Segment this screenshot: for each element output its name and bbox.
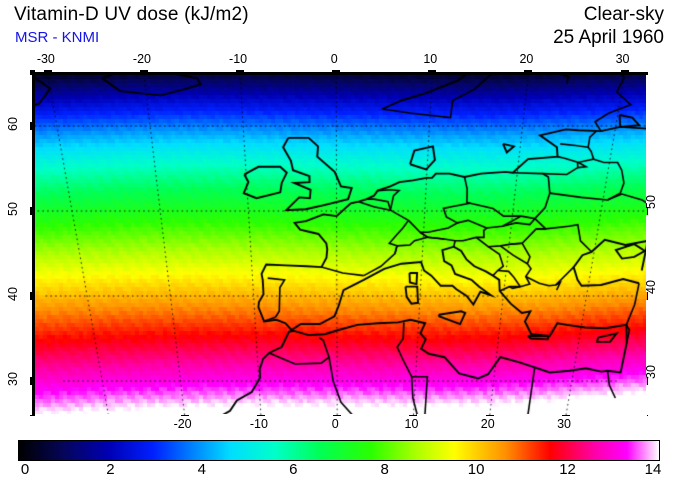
axis-tick-left-0: 60 xyxy=(5,117,20,131)
axis-tick-bottom-4: 20 xyxy=(480,417,495,431)
frame-tick-segment xyxy=(29,75,32,122)
frame-tick-segment xyxy=(628,69,678,72)
frame-tick-segment xyxy=(147,69,237,72)
date-label: 25 April 1960 xyxy=(553,27,664,48)
colorbar-tick-4: 8 xyxy=(380,461,389,478)
frame-tick-segment xyxy=(29,300,32,377)
axis-tick-right-0: 50 xyxy=(644,195,658,209)
frame-tick-segment xyxy=(436,69,525,72)
frame-tick-segment xyxy=(29,130,32,207)
frame-tick-segment xyxy=(341,414,410,417)
frame-tick-segment xyxy=(264,414,334,417)
axis-tick-left-2: 40 xyxy=(5,287,20,301)
axis-tick-bottom-1: -10 xyxy=(249,417,268,431)
map-plot-frame xyxy=(29,69,678,417)
axis-tick-right-1: 40 xyxy=(644,280,658,294)
frame-tick-segment xyxy=(29,385,32,415)
axis-tick-bottom-2: 0 xyxy=(331,417,339,431)
axis-tick-top-4: 10 xyxy=(423,52,438,66)
colorbar xyxy=(18,440,660,461)
axis-tick-top-5: 20 xyxy=(519,52,534,66)
axis-tick-left-1: 50 xyxy=(5,202,20,216)
frame-tick-segment xyxy=(244,69,333,72)
frame-tick-segment xyxy=(29,215,32,292)
axis-tick-right-2: 30 xyxy=(644,365,658,379)
axis-tick-top-0: -30 xyxy=(36,52,55,66)
frame-tick-segment xyxy=(340,69,429,72)
frame-tick-segment xyxy=(417,414,486,417)
axis-tick-left-3: 30 xyxy=(5,372,20,386)
colorbar-tick-5: 10 xyxy=(467,461,485,478)
axis-tick-bottom-5: 30 xyxy=(557,417,571,431)
axis-tick-top-6: 30 xyxy=(615,52,630,66)
axis-tick-bottom-3: 10 xyxy=(404,417,419,431)
axis-tick-top-1: -20 xyxy=(132,52,152,66)
colorbar-tick-1: 2 xyxy=(106,461,115,478)
axis-tick-top-2: -10 xyxy=(229,52,248,66)
frame-tick-segment xyxy=(646,215,649,292)
frame-tick-segment xyxy=(646,385,649,415)
frame-tick-segment xyxy=(493,414,563,417)
colorbar-gradient xyxy=(19,441,659,460)
colorbar-tick-7: 14 xyxy=(644,461,662,478)
frame-tick-segment xyxy=(570,414,647,417)
frame-tick-segment xyxy=(35,414,181,417)
colorbar-tick-6: 12 xyxy=(559,461,576,478)
uv-dose-heatmap-canvas xyxy=(35,75,647,415)
axis-tick-top-3: 0 xyxy=(330,52,338,66)
sky-condition-label: Clear-sky xyxy=(583,4,664,25)
frame-tick-segment xyxy=(646,300,649,377)
colorbar-tick-2: 4 xyxy=(197,461,207,478)
axis-tick-bottom-0: -20 xyxy=(173,417,192,431)
frame-tick-segment xyxy=(51,69,140,72)
colorbar-tick-0: 0 xyxy=(20,461,30,478)
colorbar-tick-3: 6 xyxy=(289,461,298,478)
figure-title: Vitamin-D UV dose (kJ/m2) xyxy=(14,4,249,25)
map-plot-area xyxy=(35,75,647,415)
frame-tick-segment xyxy=(532,69,621,72)
frame-tick-segment xyxy=(188,414,257,417)
frame-tick-segment xyxy=(35,69,44,72)
figure-source-label: MSR - KNMI xyxy=(15,29,100,46)
frame-tick-segment xyxy=(646,75,649,207)
